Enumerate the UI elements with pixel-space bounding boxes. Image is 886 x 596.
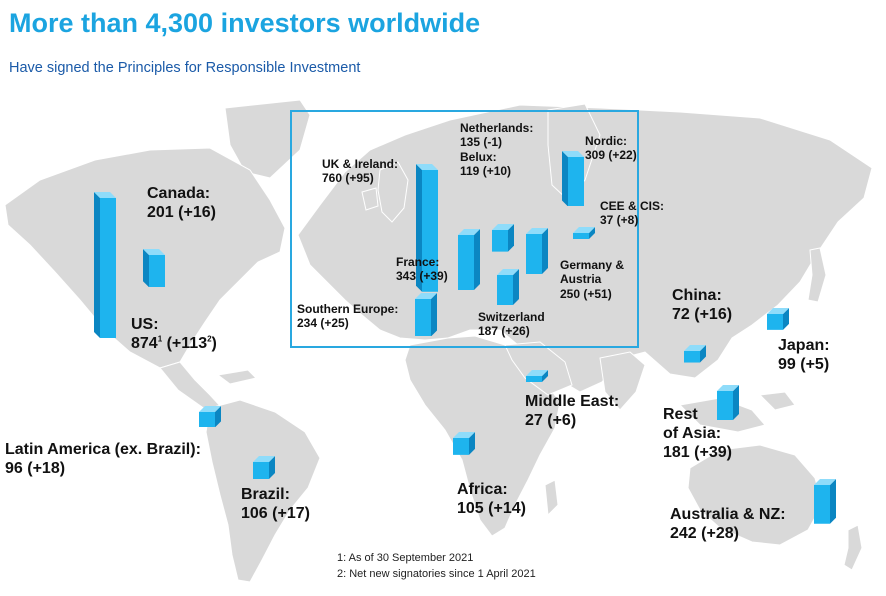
bar-uk-ireland	[416, 164, 438, 292]
bar-middle-east	[526, 369, 548, 382]
label-southern-europe-value: 234 (+25)	[297, 316, 349, 331]
label-france: France: 343 (+39)	[396, 255, 448, 284]
bar-latin-america	[199, 405, 221, 427]
label-cee-cis: CEE & CIS: 37 (+8)	[600, 199, 664, 228]
label-cee-cis-value: 37 (+8)	[600, 213, 639, 228]
label-us-change: (+113	[162, 335, 208, 353]
page-title: More than 4,300 investors worldwide	[9, 8, 481, 38]
label-germany-austria-name-1: Germany &	[560, 258, 625, 272]
label-germany-austria-value: 250 (+51)	[560, 286, 612, 301]
label-rest-of-asia: Rest of Asia: 181 (+39)	[663, 405, 732, 463]
label-switzerland-name: Switzerland	[478, 310, 545, 324]
label-france-value: 343 (+39)	[396, 269, 448, 284]
label-middle-east: Middle East: 27 (+6)	[525, 392, 619, 430]
label-rest-of-asia-name-2: of Asia:	[663, 425, 722, 443]
label-nordic-value: 309 (+22)	[585, 148, 637, 163]
label-middle-east-value: 27 (+6)	[525, 412, 577, 430]
footnote-1: 1: As of 30 September 2021	[337, 552, 474, 564]
label-belux: Belux: 119 (+10)	[460, 150, 511, 179]
europe-inset-frame	[290, 110, 639, 348]
bar-china	[684, 345, 706, 363]
label-netherlands-name: Netherlands:	[460, 121, 534, 135]
bar-rest-of-asia	[717, 385, 739, 420]
label-us: US: 8741 (+1132)	[131, 315, 217, 353]
footnote-2: 2: Net new signatories since 1 April 202…	[337, 567, 536, 580]
bar-switzerland	[497, 269, 519, 305]
label-us-footnote-1: 1	[157, 334, 163, 344]
label-belux-name: Belux:	[460, 150, 497, 164]
label-netherlands-value: 135 (-1)	[460, 135, 503, 150]
label-china-name: China:	[672, 287, 722, 304]
bar-japan	[767, 308, 789, 330]
label-us-value: 874	[131, 335, 158, 353]
bar-australia-nz	[814, 479, 836, 524]
label-us-close: )	[211, 335, 217, 353]
label-rest-of-asia-name-1: Rest	[663, 406, 698, 423]
footnotes: 1: As of 30 September 2021 2: Net new si…	[337, 551, 536, 583]
label-japan-name: Japan:	[778, 337, 830, 354]
label-nordic: Nordic: 309 (+22)	[585, 134, 637, 163]
label-switzerland: Switzerland 187 (+26)	[478, 310, 545, 339]
label-brazil-name: Brazil:	[241, 486, 290, 503]
page-subtitle: Have signed the Principles for Responsib…	[9, 60, 361, 76]
label-uk-ireland-value: 760 (+95)	[322, 171, 374, 186]
label-australia-nz: Australia & NZ: 242 (+28)	[670, 505, 786, 543]
bar-africa	[453, 432, 475, 455]
label-cee-cis-name: CEE & CIS:	[600, 199, 665, 213]
bar-netherlands	[492, 224, 514, 252]
bar-france	[458, 229, 480, 290]
label-uk-ireland-name: UK & Ireland:	[322, 157, 399, 171]
label-latin-america: Latin America (ex. Brazil): 96 (+18)	[5, 440, 201, 478]
label-africa-value: 105 (+14)	[457, 500, 526, 518]
label-southern-europe-name: Southern Europe:	[297, 302, 399, 316]
label-brazil-value: 106 (+17)	[241, 505, 310, 523]
label-latin-america-value: 96 (+18)	[5, 460, 66, 478]
label-germany-austria: Germany & Austria 250 (+51)	[560, 258, 624, 301]
label-belux-value: 119 (+10)	[460, 164, 512, 179]
bar-nordic	[562, 150, 584, 206]
label-china: China: 72 (+16)	[672, 286, 732, 324]
label-africa: Africa: 105 (+14)	[457, 480, 526, 518]
label-japan: Japan: 99 (+5)	[778, 336, 830, 374]
label-australia-nz-value: 242 (+28)	[670, 525, 739, 543]
label-china-value: 72 (+16)	[672, 306, 733, 324]
label-us-name: US:	[131, 316, 159, 333]
label-netherlands: Netherlands: 135 (-1)	[460, 121, 533, 150]
label-nordic-name: Nordic:	[585, 134, 627, 148]
label-canada-value: 201 (+16)	[147, 204, 216, 222]
label-us-value-line: 8741 (+1132)	[131, 334, 217, 353]
bar-germany-austria	[526, 227, 548, 274]
label-canada: Canada: 201 (+16)	[147, 184, 216, 222]
label-africa-name: Africa:	[457, 481, 508, 498]
label-france-name: France:	[396, 255, 440, 269]
label-uk-ireland: UK & Ireland: 760 (+95)	[322, 157, 398, 186]
bar-us	[94, 192, 116, 338]
label-us-footnote-2: 2	[207, 334, 212, 344]
label-germany-austria-name-2: Austria	[560, 272, 602, 287]
label-canada-name: Canada:	[147, 185, 211, 202]
label-australia-nz-name: Australia & NZ:	[670, 506, 786, 523]
bar-canada	[143, 248, 165, 287]
label-switzerland-value: 187 (+26)	[478, 324, 530, 339]
bar-cee-cis	[573, 226, 595, 239]
label-japan-value: 99 (+5)	[778, 356, 830, 374]
bar-southern-europe	[415, 292, 437, 336]
bar-brazil	[253, 456, 275, 479]
label-rest-of-asia-value: 181 (+39)	[663, 444, 732, 462]
label-middle-east-name: Middle East:	[525, 393, 620, 410]
label-latin-america-name: Latin America (ex. Brazil):	[5, 441, 201, 458]
label-southern-europe: Southern Europe: 234 (+25)	[297, 302, 398, 331]
label-brazil: Brazil: 106 (+17)	[241, 485, 310, 523]
